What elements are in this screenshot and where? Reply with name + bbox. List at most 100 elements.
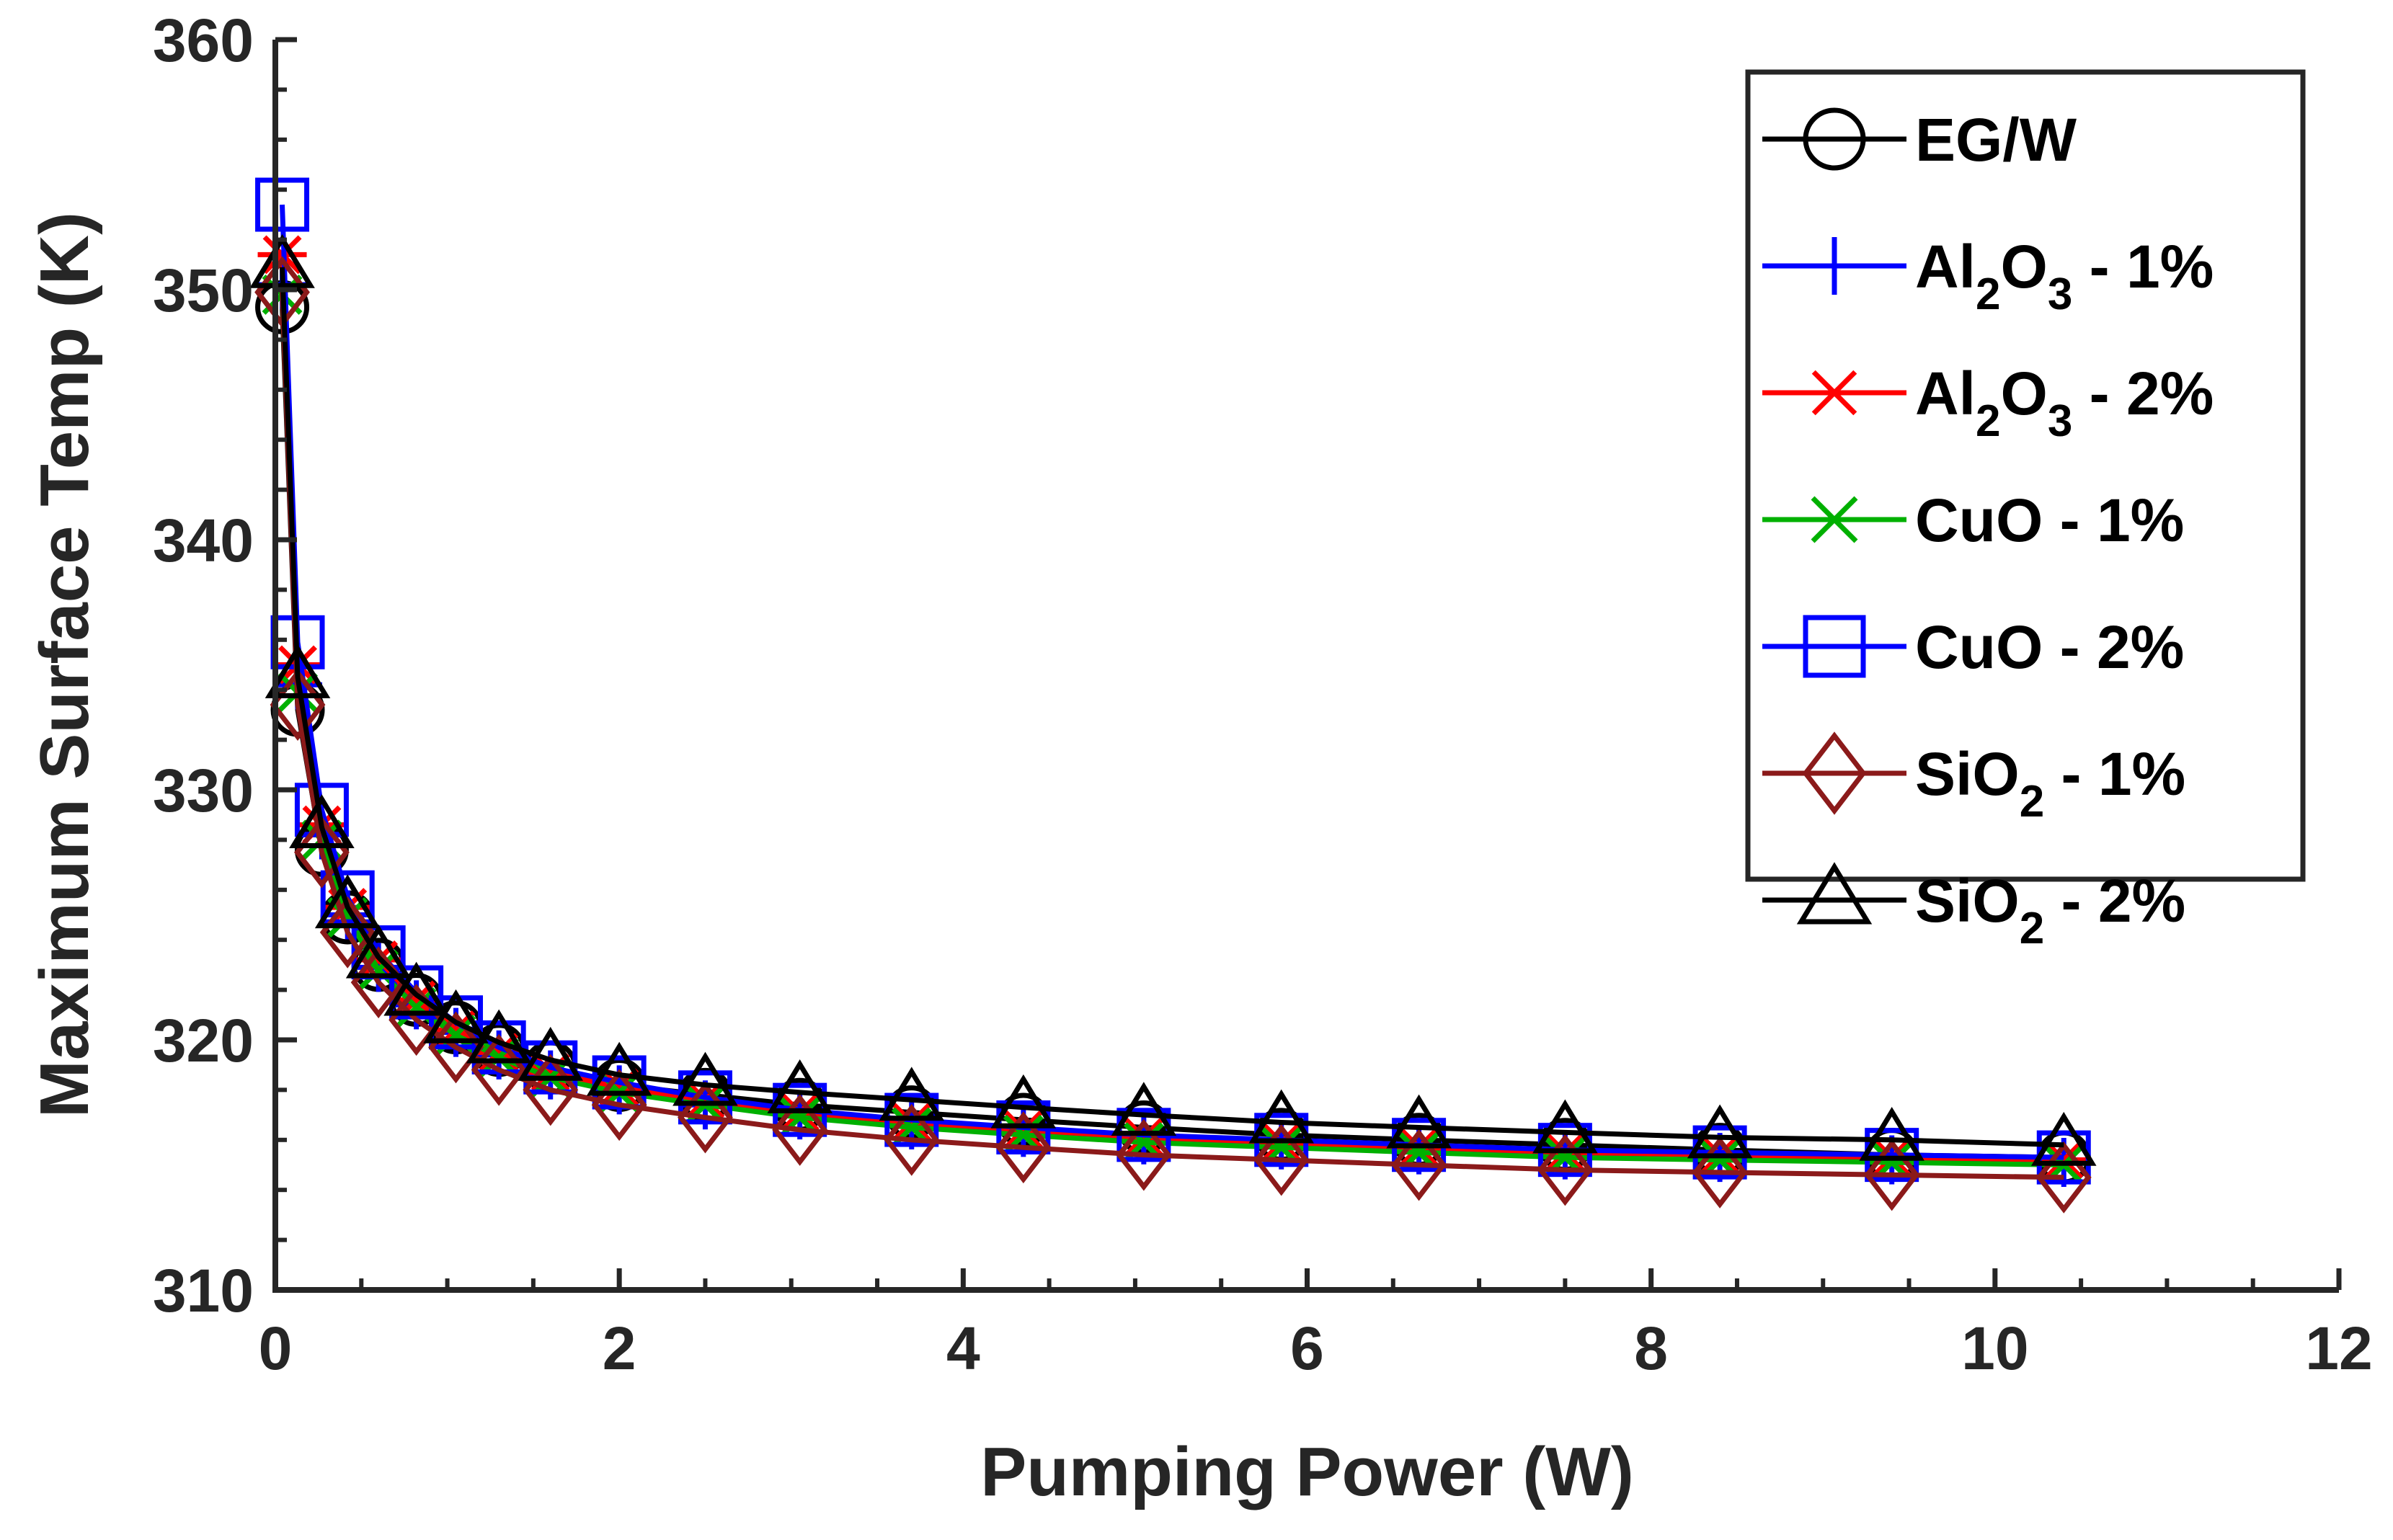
legend: EG/W Al2O3 - 1% Al2O3 - 2% CuO - 1% CuO - 2%… bbox=[1745, 69, 2306, 953]
data-point-6-9-shape bbox=[586, 1041, 652, 1096]
data-point-5-19 bbox=[1864, 1139, 1920, 1211]
legend-label-1-part-1: 2 bbox=[1976, 270, 2000, 319]
data-point-6-4 bbox=[345, 924, 412, 979]
legend-label-0: EG/W bbox=[1915, 106, 2077, 174]
x-axis-title: Pumping Power (W) bbox=[980, 1433, 1634, 1510]
x-tick-label-6: 12 bbox=[2305, 1314, 2372, 1382]
y-tick-label-2: 330 bbox=[153, 757, 254, 824]
data-point-6-3-shape bbox=[314, 874, 381, 929]
data-point-5-20-shape bbox=[2035, 1141, 2092, 1214]
data-point-6-20-shape bbox=[2030, 1111, 2097, 1166]
data-point-5-14-shape bbox=[1116, 1118, 1172, 1191]
data-point-6-2-shape bbox=[289, 794, 355, 849]
legend-marker-5 bbox=[1802, 731, 1867, 815]
data-point-6-17-shape bbox=[1532, 1099, 1598, 1154]
legend-marker-5-shape bbox=[1802, 731, 1867, 815]
legend-label-1: Al2O3 - 1% bbox=[1915, 233, 2214, 319]
data-point-6-20 bbox=[2030, 1111, 2097, 1166]
data-point-6-13-shape bbox=[990, 1074, 1057, 1129]
data-point-2-20 bbox=[2039, 1140, 2089, 1180]
x-tick-label-4: 8 bbox=[1634, 1314, 1668, 1382]
legend-entry-3: CuO - 1% bbox=[1762, 486, 2184, 554]
data-point-6-11 bbox=[767, 1059, 833, 1113]
data-point-4-0 bbox=[255, 177, 310, 232]
legend-marker-0 bbox=[1803, 107, 1866, 171]
data-point-5-18-shape bbox=[1692, 1136, 1748, 1209]
legend-marker-0-shape bbox=[1803, 107, 1866, 171]
legend-label-4: CuO - 2% bbox=[1915, 613, 2184, 681]
x-tick-label-5: 10 bbox=[1961, 1314, 2028, 1382]
data-point-6-14 bbox=[1111, 1082, 1177, 1136]
data-point-6-0-shape bbox=[249, 233, 315, 288]
legend-entry-2: Al2O3 - 2% bbox=[1762, 360, 2214, 446]
data-point-6-17 bbox=[1532, 1099, 1598, 1154]
y-axis-title: Maximum Surface Temp (K) bbox=[26, 212, 103, 1118]
data-point-3-5-b bbox=[396, 987, 437, 1028]
data-point-5-17 bbox=[1537, 1134, 1593, 1206]
data-point-6-18 bbox=[1687, 1104, 1753, 1159]
data-point-6-0 bbox=[249, 233, 315, 288]
data-point-6-1 bbox=[265, 644, 331, 698]
data-point-5-18 bbox=[1692, 1136, 1748, 1209]
data-point-6-9 bbox=[586, 1041, 652, 1096]
legend-box bbox=[1745, 69, 2306, 882]
data-point-5-16-shape bbox=[1391, 1129, 1447, 1201]
legend-marker-4-shape bbox=[1803, 615, 1866, 678]
data-point-3-3-b bbox=[327, 896, 368, 938]
data-point-6-13 bbox=[990, 1074, 1057, 1129]
data-point-6-19-shape bbox=[1859, 1106, 1924, 1161]
data-point-6-14-shape bbox=[1111, 1082, 1177, 1136]
data-point-5-20 bbox=[2035, 1141, 2092, 1214]
data-point-6-12-shape bbox=[879, 1067, 945, 1121]
legend-label-1-part-3: 3 bbox=[2048, 270, 2072, 319]
legend-label-6: SiO2 - 2% bbox=[1915, 867, 2185, 953]
data-point-3-5 bbox=[396, 987, 437, 1028]
data-point-5-15 bbox=[1253, 1123, 1310, 1196]
axes: 0 2 4 6 8 10 12 310 320 330 340 350 360 bbox=[153, 6, 2373, 1382]
legend-marker-3-b bbox=[1811, 496, 1858, 543]
legend-marker-1 bbox=[1806, 237, 1863, 295]
legend-label-3-part-1: - 1% bbox=[2043, 486, 2184, 554]
legend-entry-1: Al2O3 - 1% bbox=[1762, 233, 2214, 319]
legend-label-1-part-4: - 1% bbox=[2072, 233, 2214, 301]
legend-marker-2-c bbox=[1811, 370, 1857, 416]
data-point-6-15 bbox=[1248, 1089, 1315, 1144]
legend-marker-2 bbox=[1806, 370, 1863, 416]
y-tick-label-1: 320 bbox=[153, 1007, 254, 1074]
data-point-4-3 bbox=[320, 870, 375, 925]
data-point-2-12-c bbox=[892, 1103, 931, 1142]
data-point-6-16 bbox=[1386, 1094, 1452, 1149]
data-point-6-10 bbox=[672, 1051, 738, 1106]
legend-label-6-part-1: 2 bbox=[2020, 904, 2044, 953]
data-point-6-15-shape bbox=[1248, 1089, 1315, 1144]
x-tick-label-0: 0 bbox=[259, 1314, 293, 1382]
data-point-5-19-shape bbox=[1864, 1139, 1920, 1211]
data-point-5-3 bbox=[319, 896, 376, 969]
data-point-5-2 bbox=[294, 816, 350, 889]
data-point-5-15-shape bbox=[1253, 1123, 1310, 1196]
data-point-6-4-shape bbox=[345, 924, 412, 979]
data-point-6-19 bbox=[1859, 1106, 1924, 1161]
legend-label-5-part-1: 2 bbox=[2020, 777, 2044, 827]
data-point-5-12-shape bbox=[884, 1103, 940, 1176]
legend-label-1-part-2: O bbox=[2000, 233, 2047, 301]
legend-label-5: SiO2 - 1% bbox=[1915, 740, 2185, 827]
data-point-6-16-shape bbox=[1386, 1094, 1452, 1149]
data-point-2-20-c bbox=[2044, 1140, 2084, 1180]
legend-marker-6 bbox=[1796, 862, 1873, 925]
legend-label-3: CuO - 1% bbox=[1915, 486, 2184, 554]
y-tick-label-3: 340 bbox=[153, 507, 254, 574]
legend-label-2-part-3: 3 bbox=[2048, 396, 2072, 446]
legend-marker-3 bbox=[1811, 496, 1858, 543]
legend-label-2-part-2: O bbox=[2000, 360, 2047, 427]
data-point-6-11-shape bbox=[767, 1059, 833, 1113]
legend-entry-0: EG/W bbox=[1762, 106, 2077, 174]
data-point-5-11 bbox=[772, 1093, 828, 1166]
data-point-3-4-b bbox=[358, 949, 399, 990]
data-point-6-6-shape bbox=[423, 989, 489, 1043]
x-tick-label-3: 6 bbox=[1290, 1314, 1324, 1382]
data-point-4-0-shape bbox=[255, 177, 310, 232]
legend-marker-4 bbox=[1803, 615, 1866, 678]
data-point-5-14 bbox=[1116, 1118, 1172, 1191]
